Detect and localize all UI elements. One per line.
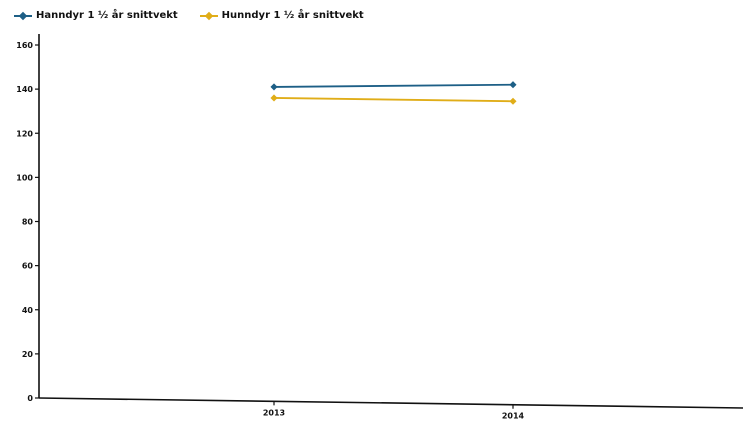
series-line-0[interactable] — [273, 83, 514, 88]
y-tick-label: 120 — [16, 129, 33, 138]
series-line-1[interactable] — [273, 97, 514, 103]
legend-label-hanndyr: Hanndyr 1 ½ år snittvekt — [36, 10, 178, 21]
x-axis — [38, 397, 744, 409]
legend-item-hunndyr[interactable]: Hunndyr 1 ½ år snittvekt — [199, 10, 364, 21]
y-tick-label: 40 — [22, 306, 34, 315]
y-tick-label: 160 — [16, 41, 33, 50]
series-0-point[interactable] — [270, 83, 278, 91]
y-tick-label: 140 — [16, 85, 33, 94]
x-tick-label: 2013 — [263, 408, 285, 417]
legend-swatch-hanndyr — [14, 11, 32, 21]
legend: Hanndyr 1 ½ år snittvekt Hunndyr 1 ½ år … — [14, 10, 364, 21]
y-tick-label: 80 — [22, 218, 34, 227]
series-1-point[interactable] — [509, 97, 517, 105]
y-tick-label: 60 — [22, 262, 34, 271]
legend-swatch-hunndyr — [199, 11, 218, 21]
x-tick-label: 2014 — [502, 412, 525, 421]
series-1-point[interactable] — [270, 94, 278, 102]
y-tick-label: 0 — [27, 394, 33, 403]
y-tick-label: 20 — [22, 350, 34, 359]
legend-item-hanndyr[interactable]: Hanndyr 1 ½ år snittvekt — [14, 10, 178, 21]
series-0-point[interactable] — [509, 81, 517, 89]
legend-label-hunndyr: Hunndyr 1 ½ år snittvekt — [221, 10, 364, 21]
y-tick-label: 100 — [16, 173, 33, 182]
